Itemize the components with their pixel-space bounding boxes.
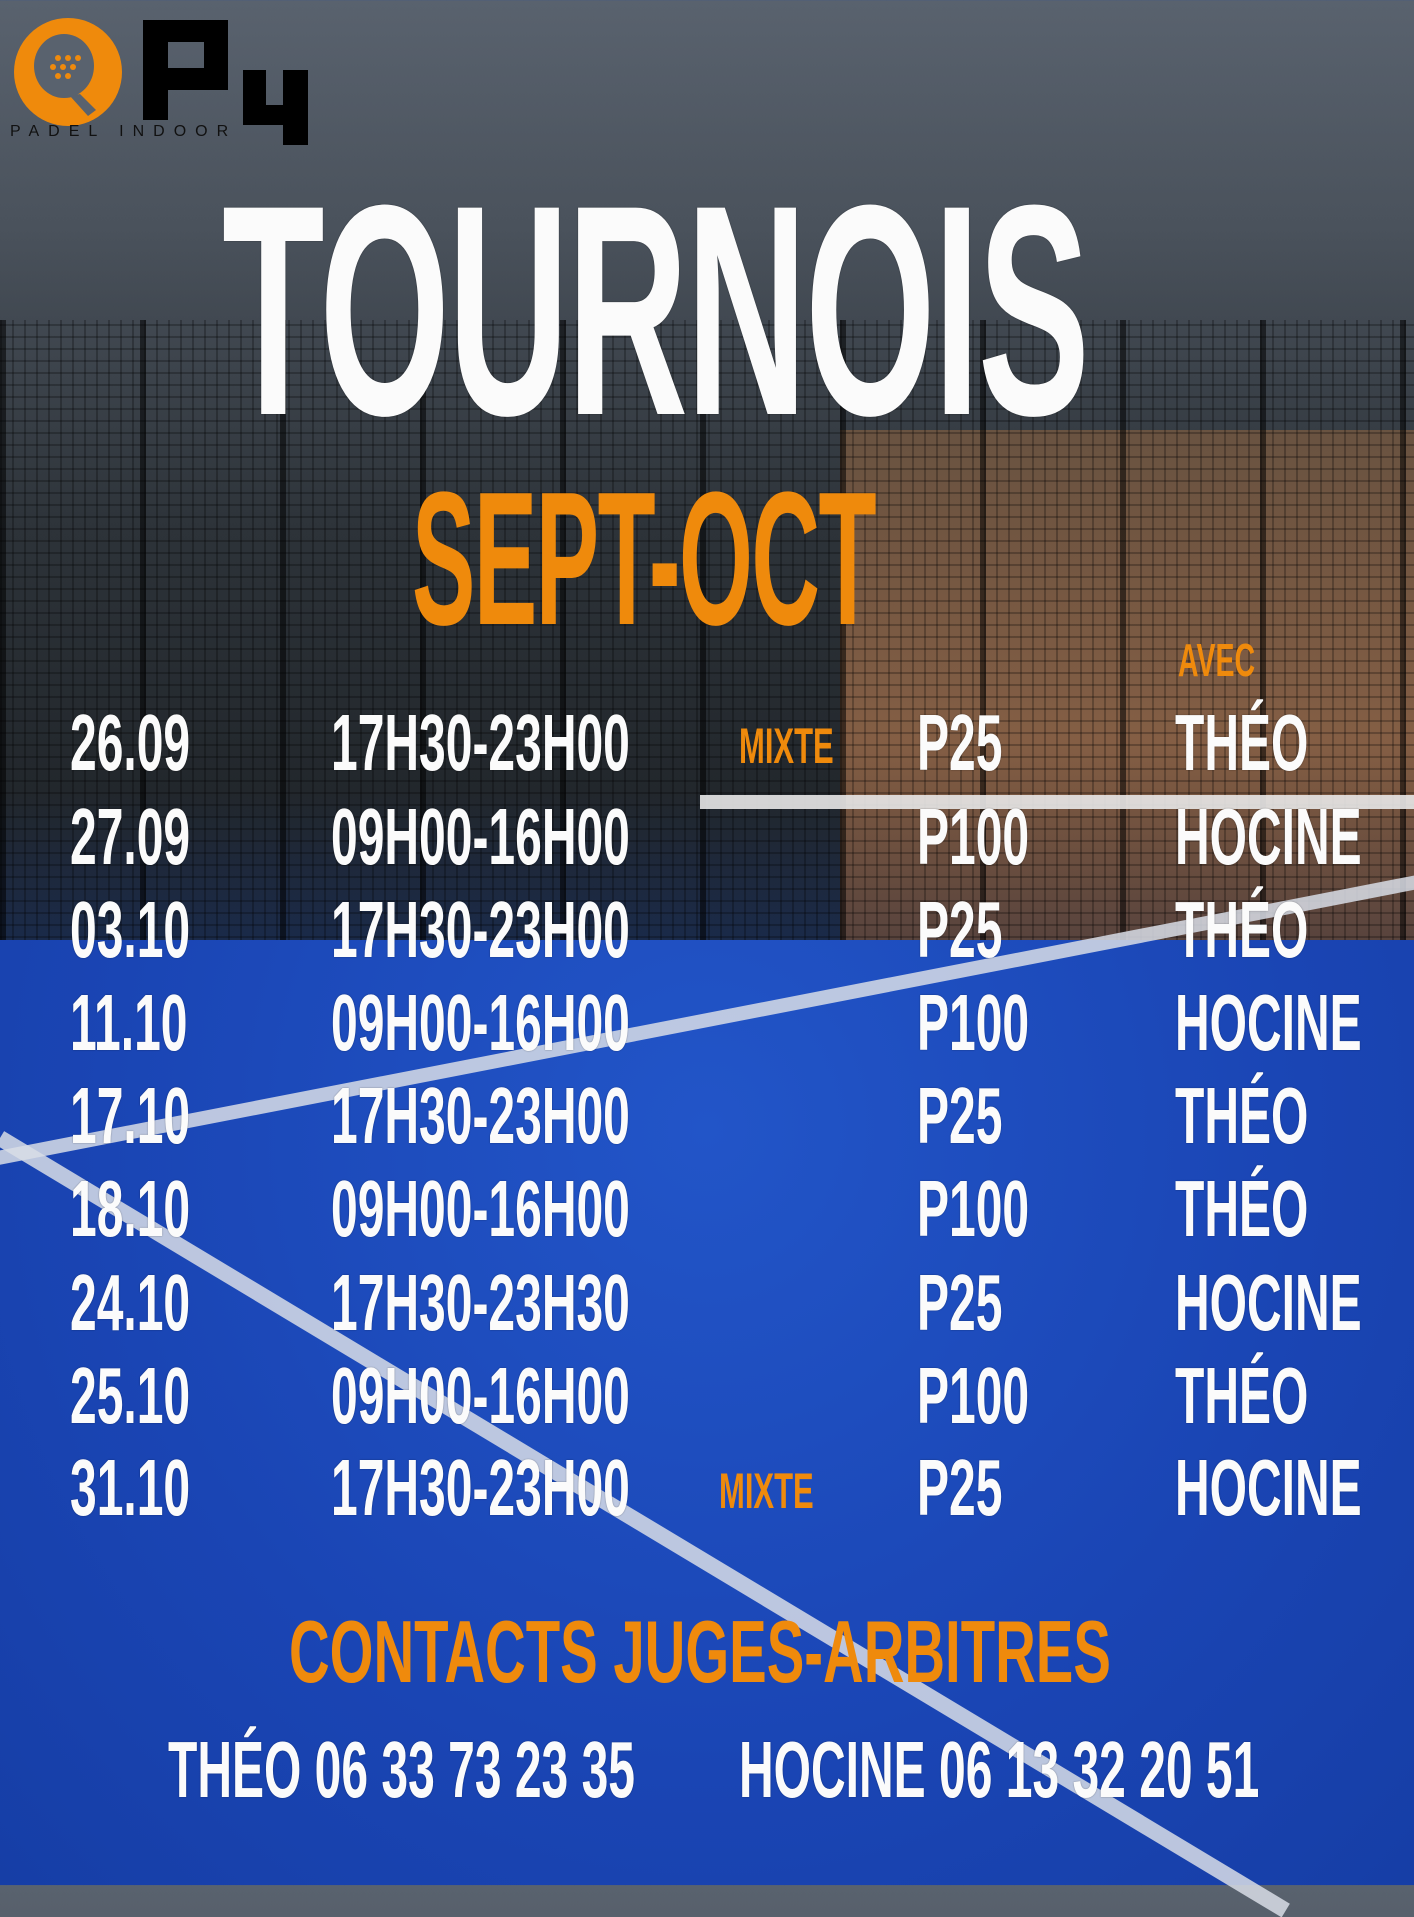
- background-cage: [0, 320, 1414, 950]
- page-subtitle: SEPT-OCT: [412, 453, 877, 665]
- page-title: TOURNOIS: [222, 142, 1090, 478]
- row-level: P100: [917, 1351, 1030, 1440]
- row-judge: THÉO: [1175, 698, 1309, 787]
- column-header-avec: AVEC: [1178, 634, 1256, 686]
- row-judge: HOCINE: [1175, 1443, 1362, 1532]
- row-judge: THÉO: [1175, 1164, 1309, 1253]
- row-date: 25.10: [70, 1351, 191, 1440]
- row-time: 17H30-23H30: [331, 1258, 630, 1347]
- row-level: P100: [917, 978, 1030, 1067]
- row-date: 24.10: [70, 1258, 191, 1347]
- row-level: P25: [917, 1071, 1003, 1160]
- row-judge: THÉO: [1175, 885, 1309, 974]
- logo-tagline: PADEL INDOOR: [10, 123, 237, 140]
- row-time: 09H00-16H00: [331, 1164, 630, 1253]
- row-time: 17H30-23H00: [331, 1443, 630, 1532]
- row-time: 09H00-16H00: [331, 792, 630, 881]
- contact-theo: THÉO 06 33 73 23 35: [168, 1725, 635, 1814]
- row-time: 09H00-16H00: [331, 1351, 630, 1440]
- row-tag: MIXTE: [739, 718, 834, 774]
- contacts-heading: CONTACTS JUGES-ARBITRES: [289, 1602, 1111, 1701]
- row-level: P100: [917, 1164, 1030, 1253]
- row-tag: MIXTE: [719, 1463, 814, 1519]
- row-judge: HOCINE: [1175, 1258, 1362, 1347]
- row-date: 26.09: [70, 698, 191, 787]
- row-date: 03.10: [70, 885, 191, 974]
- contact-hocine: HOCINE 06 13 32 20 51: [739, 1725, 1260, 1814]
- row-time: 09H00-16H00: [331, 978, 630, 1067]
- row-judge: HOCINE: [1175, 792, 1362, 881]
- row-date: 11.10: [70, 978, 188, 1067]
- row-date: 18.10: [70, 1164, 191, 1253]
- row-time: 17H30-23H00: [331, 698, 630, 787]
- row-time: 17H30-23H00: [331, 885, 630, 974]
- row-level: P100: [917, 792, 1030, 881]
- row-date: 31.10: [70, 1443, 191, 1532]
- row-date: 17.10: [70, 1071, 191, 1160]
- background-court: [0, 940, 1414, 1885]
- row-time: 17H30-23H00: [331, 1071, 630, 1160]
- row-judge: HOCINE: [1175, 978, 1362, 1067]
- row-level: P25: [917, 1258, 1003, 1347]
- row-date: 27.09: [70, 792, 191, 881]
- p4-logo: PADEL INDOOR: [10, 18, 308, 145]
- row-judge: THÉO: [1175, 1351, 1309, 1440]
- court-net: [700, 795, 1414, 809]
- row-judge: THÉO: [1175, 1071, 1309, 1160]
- row-level: P25: [917, 1443, 1003, 1532]
- row-level: P25: [917, 885, 1003, 974]
- row-level: P25: [917, 698, 1003, 787]
